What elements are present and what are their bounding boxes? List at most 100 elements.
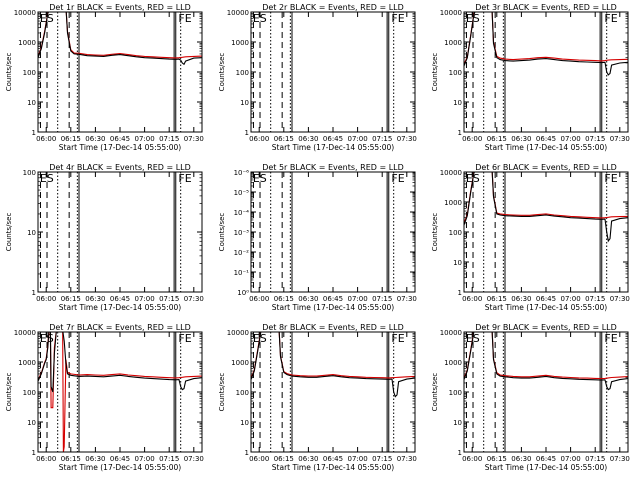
x-tick-label: 07:15 (372, 295, 392, 303)
series-lld (251, 332, 415, 379)
y-tick-label: 10 (453, 99, 462, 107)
y-tick-label: 10000 (227, 329, 249, 337)
y-tick-label: 10 (27, 99, 36, 107)
x-tick-label: 06:00 (462, 455, 482, 463)
x-tick-label: 06:15 (61, 455, 81, 463)
series-lld (38, 12, 202, 59)
x-tick-label: 06:15 (487, 295, 507, 303)
y-tick-label: 10000 (14, 9, 36, 17)
y-tick-label: 1000 (444, 199, 462, 207)
x-tick-label: 07:30 (184, 455, 204, 463)
marker-label: FE (178, 332, 191, 345)
x-tick-label: 06:00 (36, 135, 56, 143)
y-tick-label: 100 (23, 389, 36, 397)
y-tick-label: 10000 (227, 9, 249, 17)
marker-label: FE (178, 172, 191, 185)
series-events (464, 332, 628, 391)
x-tick-label: 06:15 (274, 455, 294, 463)
y-tick-label: 1000 (18, 359, 36, 367)
x-tick-label: 06:00 (36, 295, 56, 303)
x-tick-label: 07:30 (610, 455, 630, 463)
x-tick-label: 07:15 (159, 455, 179, 463)
y-tick-label: 10⁻⁶ (234, 169, 250, 177)
y-tick-label: 1 (245, 129, 249, 137)
series-events (464, 12, 628, 76)
series-events (464, 172, 628, 243)
series-lld (464, 332, 628, 380)
y-axis-label: Counts/sec (5, 53, 13, 92)
x-tick-label: 06:30 (85, 455, 105, 463)
x-tick-label: 06:15 (274, 295, 294, 303)
y-tick-label: 1 (245, 449, 249, 457)
x-tick-label: 07:00 (561, 135, 581, 143)
x-tick-label: 07:15 (159, 295, 179, 303)
marker-label: FE (178, 12, 191, 25)
panel-title: Det 5r BLACK = Events, RED = LLD (262, 163, 404, 172)
y-tick-label: 100 (236, 389, 249, 397)
marker-label: FE (391, 332, 404, 345)
x-tick-label: 06:15 (61, 295, 81, 303)
x-tick-label: 06:15 (274, 135, 294, 143)
y-tick-label: 10000 (440, 329, 462, 337)
x-axis-label: Start Time (17-Dec-14 05:55:00) (59, 143, 181, 152)
y-tick-label: 10 (240, 99, 249, 107)
y-tick-label: 1 (458, 449, 462, 457)
plot-frame (463, 11, 629, 133)
x-tick-label: 07:30 (184, 295, 204, 303)
x-tick-label: 06:00 (462, 295, 482, 303)
x-tick-label: 06:15 (487, 135, 507, 143)
panel-title: Det 3r BLACK = Events, RED = LLD (475, 3, 617, 12)
y-tick-label: 10⁻¹ (234, 269, 250, 277)
y-tick-label: 1000 (444, 359, 462, 367)
x-tick-label: 06:45 (110, 295, 130, 303)
y-axis-label: Counts/sec (431, 213, 439, 252)
y-tick-label: 10⁰ (237, 289, 249, 297)
y-tick-label: 1000 (444, 39, 462, 47)
y-axis-label: Counts/sec (5, 373, 13, 412)
x-tick-label: 07:00 (135, 295, 155, 303)
marker-label: ES (253, 12, 267, 25)
marker-label: FE (604, 172, 617, 185)
x-tick-label: 06:30 (85, 295, 105, 303)
marker-label: FE (391, 12, 404, 25)
x-tick-label: 07:30 (397, 135, 417, 143)
panel-title: Det 9r BLACK = Events, RED = LLD (475, 323, 617, 332)
y-tick-label: 10000 (14, 329, 36, 337)
x-tick-label: 07:00 (348, 455, 368, 463)
y-tick-label: 10 (240, 419, 249, 427)
x-tick-label: 06:45 (323, 295, 343, 303)
y-tick-label: 10⁻³ (234, 229, 250, 237)
plot-frame (37, 11, 203, 133)
y-tick-label: 100 (449, 69, 462, 77)
x-axis-label: Start Time (17-Dec-14 05:55:00) (272, 143, 394, 152)
y-axis-label: Counts/sec (218, 373, 226, 412)
x-tick-label: 07:15 (585, 135, 605, 143)
x-tick-label: 06:30 (298, 295, 318, 303)
x-tick-label: 07:00 (135, 135, 155, 143)
y-tick-label: 10 (27, 419, 36, 427)
x-tick-label: 07:15 (585, 295, 605, 303)
y-tick-label: 100 (236, 69, 249, 77)
y-tick-label: 1000 (231, 39, 249, 47)
x-tick-label: 06:00 (462, 135, 482, 143)
y-tick-label: 100 (23, 169, 36, 177)
y-tick-label: 10⁻⁵ (234, 189, 250, 197)
y-tick-label: 10 (453, 419, 462, 427)
y-tick-label: 1 (32, 129, 36, 137)
marker-label: FE (604, 12, 617, 25)
y-tick-label: 10⁻² (234, 249, 250, 257)
x-tick-label: 07:00 (348, 295, 368, 303)
panel-title: Det 8r BLACK = Events, RED = LLD (262, 323, 404, 332)
y-tick-label: 1 (458, 289, 462, 297)
series-events (38, 332, 202, 393)
x-tick-label: 07:00 (348, 135, 368, 143)
marker-label: FE (391, 172, 404, 185)
x-tick-label: 06:30 (85, 135, 105, 143)
series-lld (464, 12, 628, 65)
x-tick-label: 07:30 (397, 455, 417, 463)
plot-frame (250, 11, 416, 133)
x-tick-label: 06:30 (298, 135, 318, 143)
